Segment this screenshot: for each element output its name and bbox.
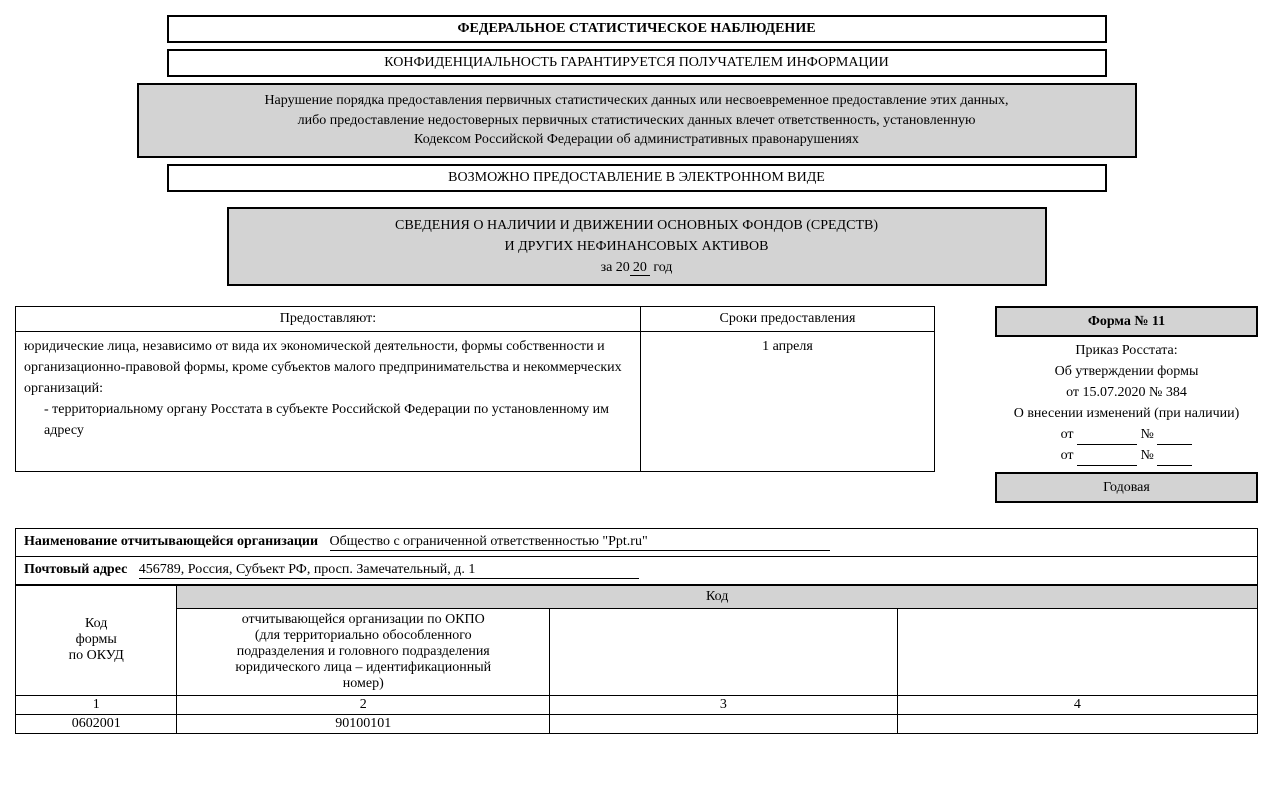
code-col3-header [550,608,898,695]
electronic-text: ВОЗМОЖНО ПРЕДОСТАВЛЕНИЕ В ЭЛЕКТРОННОМ ВИ… [448,170,825,185]
warning-l3: Кодексом Российской Федерации об админис… [149,130,1125,150]
annual-label: Годовая [995,472,1258,503]
code-val-1: 0602001 [16,714,177,733]
col-num-2: 2 [177,695,550,714]
blank-date-1 [1077,431,1137,445]
from-row-1: от № [995,424,1258,445]
org-address-label: Почтовый адрес [24,562,127,577]
org-name-value: Общество с ограниченной ответственностью… [330,534,830,551]
col-num-3: 3 [550,695,898,714]
col-num-1: 1 [16,695,177,714]
order-l3: от 15.07.2020 № 384 [995,382,1258,403]
confidentiality-text: КОНФИДЕНЦИАЛЬНОСТЬ ГАРАНТИРУЕТСЯ ПОЛУЧАТ… [384,55,889,70]
warning-box: Нарушение порядка предоставления первичн… [137,83,1137,158]
form-number: Форма № 11 [995,306,1258,337]
electronic-box: ВОЗМОЖНО ПРЕДОСТАВЛЕНИЕ В ЭЛЕКТРОННОМ ВИ… [167,164,1107,192]
confidentiality-box: КОНФИДЕНЦИАЛЬНОСТЬ ГАРАНТИРУЕТСЯ ПОЛУЧАТ… [167,49,1107,77]
org-name-cell: Наименование отчитывающейся организации … [16,528,1258,556]
blank-date-2 [1077,452,1137,466]
warning-l1: Нарушение порядка предоставления первичн… [149,91,1125,111]
okud-label-cell: Код формы по ОКУД [16,585,177,695]
code-val-4 [897,714,1257,733]
form-block: Форма № 11 Приказ Росстата: Об утвержден… [995,306,1258,503]
org-address-cell: Почтовый адрес 456789, Россия, Субъект Р… [16,556,1258,584]
deadline-cell: 1 апреля [640,331,934,471]
code-header: Код [177,585,1258,608]
changes-line: О внесении изменений (при наличии) [995,403,1258,424]
middle-row: Предоставляют: Сроки предоставления юрид… [15,306,1258,503]
year-value: 20 [630,260,650,276]
deadline-header: Сроки предоставления [640,306,934,331]
order-l1: Приказ Росстата: [995,340,1258,361]
warning-l2: либо предоставление недостоверных первич… [149,111,1125,131]
provide-body-l2: - территориальному органу Росстата в суб… [24,399,632,441]
order-l2: Об утверждении формы [995,361,1258,382]
info-l1: СВЕДЕНИЯ О НАЛИЧИИ И ДВИЖЕНИИ ОСНОВНЫХ Ф… [239,215,1035,236]
provide-header: Предоставляют: [16,306,641,331]
org-table: Наименование отчитывающейся организации … [15,528,1258,585]
provide-body-l1: юридические лица, независимо от вида их … [24,336,632,399]
info-l2: И ДРУГИХ НЕФИНАНСОВЫХ АКТИВОВ [239,236,1035,257]
code-col4-header [897,608,1257,695]
code-table: Код формы по ОКУД Код отчитывающейся орг… [15,585,1258,734]
col-num-4: 4 [897,695,1257,714]
code-val-3 [550,714,898,733]
org-address-value: 456789, Россия, Субъект РФ, просп. Замеч… [139,562,639,579]
okpo-label-cell: отчитывающейся организации по ОКПО (для … [177,608,550,695]
title-box: ФЕДЕРАЛЬНОЕ СТАТИСТИЧЕСКОЕ НАБЛЮДЕНИЕ [167,15,1107,43]
info-year: за 2020 год [239,257,1035,278]
provide-table: Предоставляют: Сроки предоставления юрид… [15,306,935,472]
info-box: СВЕДЕНИЯ О НАЛИЧИИ И ДВИЖЕНИИ ОСНОВНЫХ Ф… [227,207,1047,286]
blank-no-1 [1157,431,1192,445]
title-text: ФЕДЕРАЛЬНОЕ СТАТИСТИЧЕСКОЕ НАБЛЮДЕНИЕ [457,21,815,36]
code-val-2: 90100101 [177,714,550,733]
from-row-2: от № [995,445,1258,466]
org-name-label: Наименование отчитывающейся организации [24,534,318,549]
blank-no-2 [1157,452,1192,466]
provide-body-cell: юридические лица, независимо от вида их … [16,331,641,471]
